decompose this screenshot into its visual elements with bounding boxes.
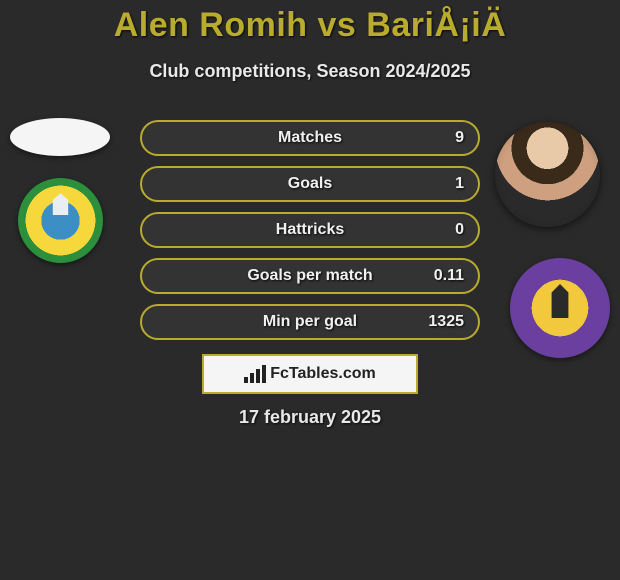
- stat-value: 1325: [428, 313, 464, 331]
- stat-row-goals-per-match: Goals per match 0.11: [140, 258, 480, 294]
- stats-list: Matches 9 Goals 1 Hattricks 0 Goals per …: [140, 120, 480, 350]
- stat-label: Hattricks: [276, 221, 344, 239]
- stat-row-hattricks: Hattricks 0: [140, 212, 480, 248]
- stat-row-goals: Goals 1: [140, 166, 480, 202]
- club-crest-icon: [510, 258, 610, 358]
- stat-label: Min per goal: [263, 313, 357, 331]
- player-left-avatar: [10, 118, 110, 156]
- stat-row-matches: Matches 9: [140, 120, 480, 156]
- stat-row-min-per-goal: Min per goal 1325: [140, 304, 480, 340]
- brand-link[interactable]: FcTables.com: [202, 354, 418, 394]
- club-crest-icon: [18, 178, 103, 263]
- snapshot-date: 17 february 2025: [0, 407, 620, 428]
- bar-chart-icon: [244, 365, 266, 383]
- comparison-card: Alen Romih vs BariÅ¡iÄ Club competitions…: [0, 0, 620, 450]
- season-subtitle: Club competitions, Season 2024/2025: [0, 61, 620, 82]
- club-right-badge: [510, 258, 610, 358]
- stat-label: Goals: [288, 175, 332, 193]
- stat-value: 0.11: [434, 267, 464, 285]
- stat-value: 1: [455, 175, 464, 193]
- brand-text: FcTables.com: [270, 365, 376, 383]
- player-right-avatar: [495, 122, 600, 227]
- page-title: Alen Romih vs BariÅ¡iÄ: [0, 0, 620, 45]
- stat-value: 0: [455, 221, 464, 239]
- club-left-badge: [18, 178, 103, 263]
- avatar-placeholder-icon: [10, 118, 110, 156]
- stat-value: 9: [455, 129, 464, 147]
- player-photo-icon: [495, 122, 600, 227]
- stat-label: Goals per match: [247, 267, 372, 285]
- stat-label: Matches: [278, 129, 342, 147]
